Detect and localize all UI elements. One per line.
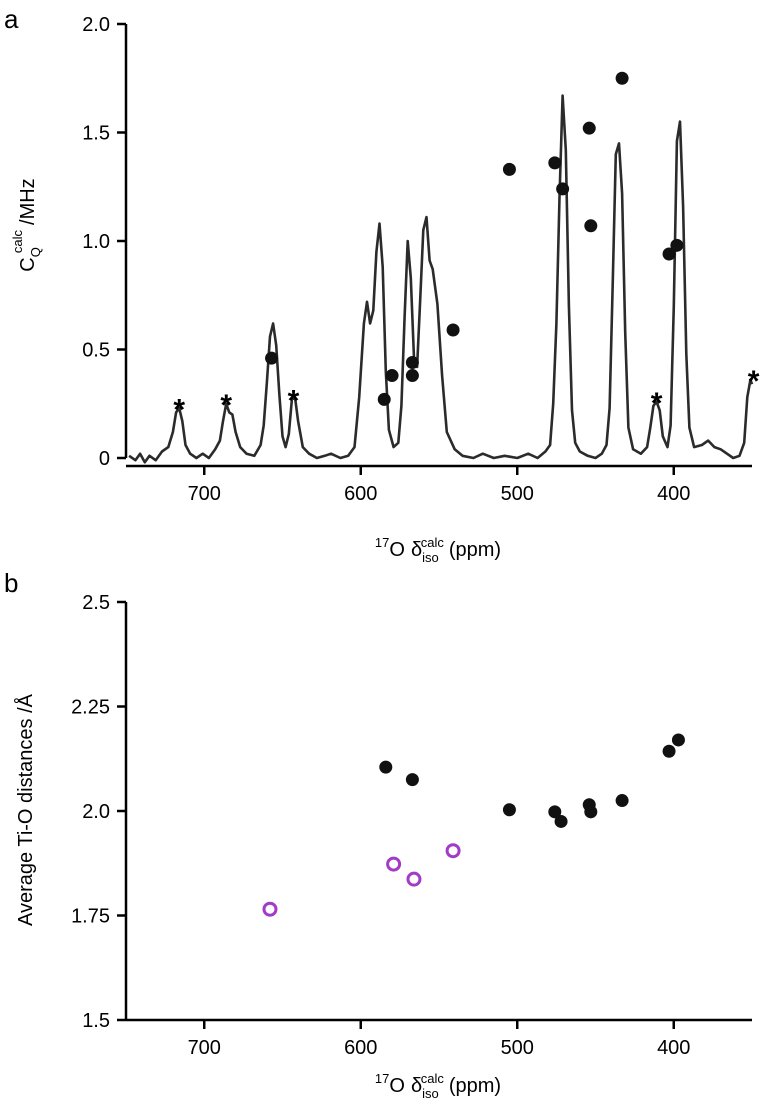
x-tick-label: 400 — [657, 483, 690, 505]
spinning-sideband-marker: * — [288, 385, 300, 418]
panel-label-b: b — [4, 568, 18, 598]
spinning-sideband-marker: * — [220, 389, 232, 422]
data-point — [548, 805, 562, 819]
series — [262, 733, 685, 917]
ticks: 1.5 1.75 2.0 2.25 2.5 700 600 500 400 — [71, 592, 690, 1059]
y-tick-label: 2.0 — [82, 801, 110, 823]
data-point — [556, 182, 570, 196]
data-point — [548, 156, 562, 170]
open-data-point — [445, 843, 461, 859]
open-data-point — [386, 856, 402, 872]
distance-chart: 1.5 1.75 2.0 2.25 2.5 700 600 500 400 Average Ti… — [14, 592, 752, 1101]
spinning-sideband-marker: * — [748, 365, 760, 398]
y-tick-label: 2.5 — [82, 592, 110, 614]
x-tick-label: 400 — [657, 1037, 690, 1059]
open-data-point — [406, 871, 422, 887]
spinning-sideband-marker: * — [651, 387, 663, 420]
ticks: 0 0.5 1.0 1.5 2.0 700 600 500 400 — [82, 14, 690, 505]
x-tick-label: 500 — [501, 483, 534, 505]
data-point — [662, 744, 676, 758]
data-point — [670, 238, 684, 252]
y-tick-label: 1.75 — [71, 906, 110, 928]
data-point — [582, 121, 596, 135]
x-tick-label: 600 — [344, 1037, 377, 1059]
data-point — [584, 805, 598, 819]
data-point — [502, 162, 516, 176]
y-tick-label: 2.0 — [82, 14, 110, 36]
y-tick-label: 1.5 — [82, 1010, 110, 1032]
annotations: * * * * * — [173, 365, 759, 426]
data-point — [405, 773, 419, 787]
data-point — [385, 369, 399, 383]
x-axis-title: 17O δisocalc (ppm) — [375, 1071, 501, 1101]
data-point — [671, 733, 685, 747]
x-axis-title: 17O δisocalc (ppm) — [375, 535, 501, 565]
y-axis-title: Average Ti-O distances /Å — [14, 693, 37, 926]
data-point — [379, 760, 393, 774]
data-point — [615, 71, 629, 85]
x-tick-label: 700 — [188, 483, 221, 505]
data-point — [405, 369, 419, 383]
spectrum-chart: 0 0.5 1.0 1.5 2.0 700 600 500 400 * * * * * CQcalc/M… — [10, 14, 760, 565]
open-data-point — [262, 901, 278, 917]
y-axis-title: CQcalc/MHz — [10, 178, 43, 271]
x-tick-label: 500 — [501, 1037, 534, 1059]
data-point — [446, 323, 460, 337]
series — [128, 71, 754, 464]
data-point — [265, 351, 279, 365]
axes — [124, 602, 752, 1022]
data-point — [662, 247, 676, 261]
panel-label-a: a — [4, 4, 19, 34]
spinning-sideband-marker: * — [173, 393, 185, 426]
spectrum-line — [128, 94, 754, 464]
data-point — [615, 794, 629, 808]
y-tick-label: 0.5 — [82, 340, 110, 362]
data-point — [554, 814, 568, 828]
y-tick-label: 1.0 — [82, 231, 110, 253]
data-point — [405, 356, 419, 370]
x-tick-label: 600 — [344, 483, 377, 505]
y-tick-label: 1.5 — [82, 123, 110, 145]
data-point — [377, 392, 391, 406]
x-tick-label: 700 — [188, 1037, 221, 1059]
data-point — [584, 219, 598, 233]
y-tick-label: 2.25 — [71, 697, 110, 719]
y-tick-label: 0 — [99, 448, 110, 470]
data-point — [502, 803, 516, 817]
